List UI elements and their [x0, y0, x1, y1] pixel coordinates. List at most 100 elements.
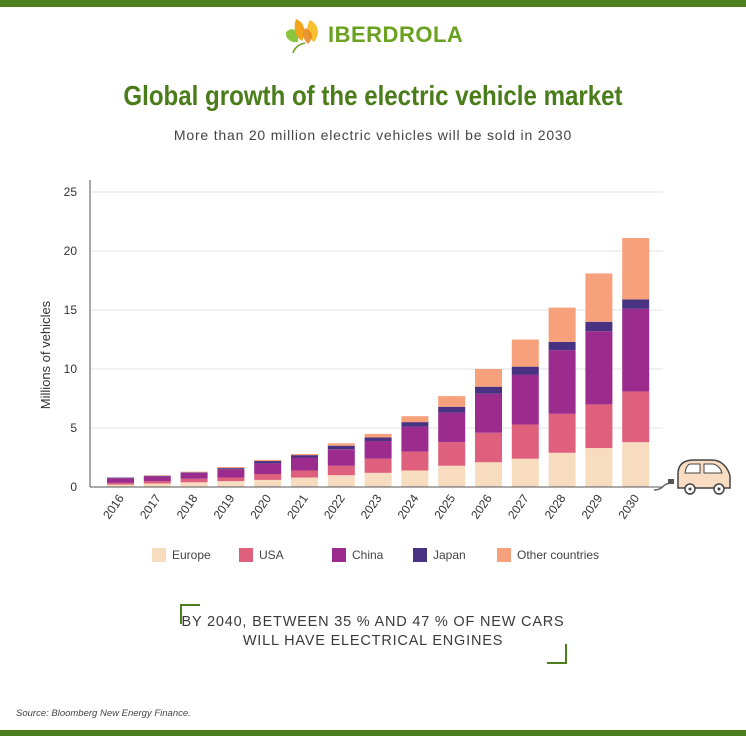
bar-segment-usa-2030 [622, 391, 650, 443]
bar-segment-japan-2026 [475, 386, 502, 394]
x-tick-label: 2028 [542, 491, 569, 521]
bar-segment-china-2023 [364, 440, 392, 459]
y-tick-label: 0 [70, 480, 77, 494]
x-tick-label: 2018 [174, 491, 201, 521]
bar-segment-other-countries-2018 [180, 471, 208, 473]
legend-swatch [239, 548, 253, 562]
bar-segment-other-countries-2020 [254, 459, 282, 462]
x-tick-label: 2030 [615, 491, 642, 521]
bar-segment-china-2020 [254, 463, 282, 475]
bar-segment-china-2017 [143, 476, 171, 482]
x-tick-label: 2027 [505, 491, 532, 521]
bar-segment-other-countries-2021 [291, 453, 318, 456]
electric-car-icon [653, 459, 731, 495]
x-tick-label: 2023 [358, 491, 385, 521]
bar-segment-other-countries-2017 [143, 475, 171, 476]
y-tick-label: 5 [70, 421, 77, 435]
bar-segment-japan-2020 [254, 461, 282, 464]
y-tick-label: 20 [64, 244, 78, 258]
bar-segment-other-countries-2027 [511, 339, 539, 367]
bar-segment-china-2022 [327, 449, 355, 466]
bar-segment-europe-2016 [107, 484, 134, 487]
bar-segment-other-countries-2022 [327, 443, 355, 446]
bar-segment-usa-2024 [401, 451, 429, 471]
bar-segment-usa-2018 [180, 478, 208, 483]
bar-segment-europe-2027 [511, 458, 539, 487]
legend-label: Japan [433, 548, 466, 562]
bar-segment-china-2024 [401, 426, 429, 452]
bar-segment-china-2027 [511, 374, 539, 425]
bar-segment-other-countries-2025 [438, 396, 466, 407]
bar-segment-usa-2025 [438, 442, 466, 466]
y-tick-label: 10 [64, 362, 78, 376]
bar-segment-other-countries-2019 [217, 466, 245, 469]
bar-segment-europe-2022 [327, 475, 355, 487]
x-tick-label: 2021 [284, 491, 311, 521]
x-tick-label: 2020 [247, 491, 274, 521]
bar-segment-europe-2026 [475, 462, 502, 487]
bar-segment-japan-2022 [327, 445, 355, 450]
legend-label: Other countries [517, 548, 600, 562]
chart-legend: Europe USA China Japan Other countries [0, 548, 746, 564]
callout-text: BY 2040, BETWEEN 35 % AND 47 % OF NEW CA… [0, 613, 746, 651]
callout-line-1: BY 2040, BETWEEN 35 % AND 47 % OF NEW CA… [181, 614, 565, 630]
legend-item-europe: Europe [152, 548, 211, 562]
bar-segment-europe-2024 [401, 470, 429, 487]
bar-segment-other-countries-2028 [548, 307, 576, 342]
bar-segment-europe-2030 [622, 442, 650, 487]
bar-segment-japan-2024 [401, 422, 429, 427]
legend-swatch [497, 548, 511, 562]
bar-segment-usa-2020 [254, 474, 282, 480]
legend-swatch [413, 548, 427, 562]
bar-segment-japan-2027 [511, 366, 539, 375]
bar-segment-usa-2026 [475, 432, 502, 463]
legend-label: Europe [172, 548, 211, 562]
callout-bracket-bottom-right [547, 644, 567, 664]
bar-segment-europe-2029 [585, 448, 613, 487]
bar-segment-usa-2027 [511, 424, 539, 459]
bar-segment-china-2028 [548, 350, 576, 414]
bar-segment-japan-2021 [291, 455, 318, 458]
x-tick-label: 2026 [468, 491, 495, 521]
brand-name: IBERDROLA [328, 22, 464, 47]
legend-item-japan: Japan [413, 548, 466, 562]
page-title: Global growth of the electric vehicle ma… [123, 80, 623, 111]
y-tick-label: 15 [64, 303, 78, 317]
y-axis-label: Millions of vehicles [38, 300, 53, 409]
callout-line-2: WILL HAVE ELECTRICAL ENGINES [242, 633, 504, 649]
bar-segment-europe-2025 [438, 465, 466, 487]
bar-segment-other-countries-2029 [585, 273, 613, 322]
x-tick-label: 2017 [137, 491, 164, 521]
bar-segment-china-2018 [180, 472, 208, 479]
x-tick-label: 2022 [321, 491, 348, 521]
legend-swatch [332, 548, 346, 562]
x-tick-label: 2029 [579, 491, 606, 521]
bar-segment-japan-2029 [585, 321, 613, 332]
bar-segment-china-2025 [438, 412, 466, 443]
bar-segment-usa-2023 [364, 458, 392, 473]
x-tick-label: 2025 [431, 491, 458, 521]
bar-segment-japan-2030 [622, 299, 650, 309]
bar-segment-europe-2028 [548, 452, 576, 487]
bar-segment-usa-2022 [327, 465, 355, 476]
x-tick-label: 2016 [100, 491, 127, 521]
bar-segment-china-2016 [107, 478, 134, 483]
bar-segment-usa-2016 [107, 482, 134, 485]
bar-segment-japan-2023 [364, 437, 392, 441]
bar-segment-other-countries-2024 [401, 416, 429, 423]
bar-segment-usa-2017 [143, 481, 171, 484]
bar-segment-europe-2018 [180, 482, 208, 487]
legend-item-other-countries: Other countries [497, 548, 599, 562]
page-subtitle: More than 20 million electric vehicles w… [173, 127, 573, 143]
legend-label: USA [259, 548, 284, 562]
bar-segment-europe-2021 [291, 477, 318, 487]
y-tick-label: 25 [64, 185, 78, 199]
bar-segment-europe-2023 [364, 472, 392, 487]
bar-segment-china-2030 [622, 308, 650, 392]
bar-segment-other-countries-2030 [622, 238, 650, 300]
top-border [0, 0, 746, 7]
callout-bracket-top-left [180, 604, 200, 624]
bar-segment-china-2026 [475, 393, 502, 433]
brand-logo: IBERDROLA [283, 16, 463, 54]
